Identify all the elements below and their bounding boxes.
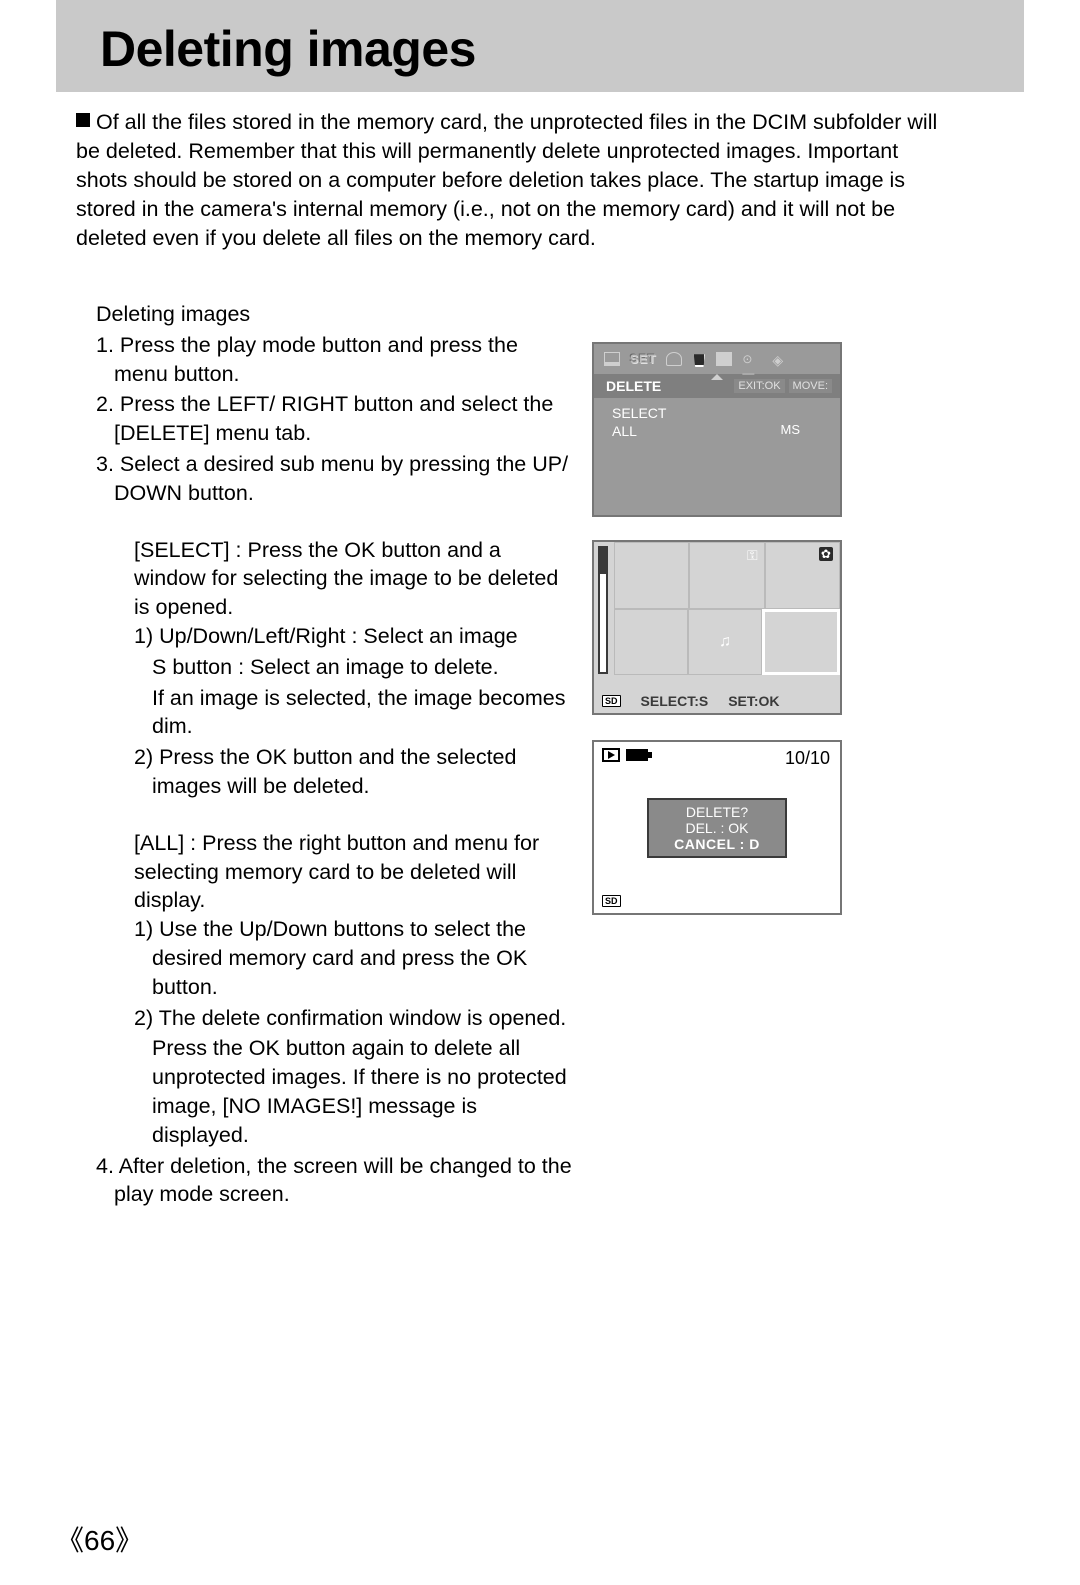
thumb-cell-selected[interactable] <box>762 609 840 676</box>
grid-scrollbar[interactable] <box>598 546 608 674</box>
exit-hint: EXIT:OK <box>734 379 784 393</box>
scrollbar-thumb[interactable] <box>600 548 606 574</box>
steps-heading: Deleting images <box>96 300 576 329</box>
thumbnail-grid: ⚿ ✿ ♫ <box>614 542 840 675</box>
menu-title: DELETE <box>594 378 734 394</box>
select-sub-2: 2) Press the OK button and the selected … <box>96 743 576 801</box>
select-sub-1b: S button : Select an image to delete. <box>96 653 576 682</box>
battery-icon <box>626 749 648 761</box>
thumb-cell[interactable]: ⚿ <box>689 542 764 609</box>
thumb-cell[interactable] <box>614 609 688 676</box>
camera-screen-menu: SET DELETE EXIT:OK MOVE: SELECT ALL MS <box>592 342 842 517</box>
set-hint: SET:OK <box>728 693 779 709</box>
intro-paragraph: Of all the files stored in the memory ca… <box>76 108 946 253</box>
camera-screen-confirm: 10/10 DELETE? DEL. : OK CANCEL : D SD <box>592 740 842 915</box>
portrait-tab-icon <box>666 352 682 366</box>
select-hint: SELECT:S <box>641 693 709 709</box>
sd-card-icon: SD <box>602 895 621 907</box>
status-bar <box>602 748 648 762</box>
step-2: 2. Press the LEFT/ RIGHT button and sele… <box>96 390 576 448</box>
memory-slot-label: MS <box>781 422 801 439</box>
all-sub-2b: Press the OK button again to delete all … <box>96 1034 576 1149</box>
dialog-question: DELETE? <box>649 804 785 820</box>
thumb-cell[interactable]: ♫ <box>688 609 762 676</box>
menu-option-select[interactable]: SELECT <box>612 404 828 422</box>
select-block-label: [SELECT] : Press the OK button and a win… <box>96 536 576 622</box>
select-sub-1c: If an image is selected, the image becom… <box>96 684 576 742</box>
camera-screen-grid: ⚿ ✿ ♫ SD SELECT:S SET:OK <box>592 540 842 715</box>
protect-tab-icon <box>742 352 762 366</box>
dialog-delete-option[interactable]: DEL. : OK <box>649 820 785 836</box>
audio-note-icon: ♫ <box>719 633 731 651</box>
page-title: Deleting images <box>100 20 476 78</box>
step-4: 4. After deletion, the screen will be ch… <box>96 1152 576 1210</box>
image-counter: 10/10 <box>785 748 830 769</box>
delete-tab-icon <box>692 351 706 367</box>
step-1: 1. Press the play mode button and press … <box>96 331 576 389</box>
menu-body: SELECT ALL MS <box>594 398 840 515</box>
set-tab-label: SET <box>630 352 656 366</box>
thumb-cell[interactable]: ✿ <box>765 542 840 609</box>
step-3: 3. Select a desired sub menu by pressing… <box>96 450 576 508</box>
delete-confirm-dialog: DELETE? DEL. : OK CANCEL : D <box>647 798 787 858</box>
all-sub-1: 1) Use the Up/Down buttons to select the… <box>96 915 576 1001</box>
select-sub-1: 1) Up/Down/Left/Right : Select an image <box>96 622 576 651</box>
grid-footer: SD SELECT:S SET:OK <box>594 689 840 713</box>
video-icon: ✿ <box>819 547 833 561</box>
tab-pointer-icon <box>711 374 723 380</box>
play-mode-icon <box>602 748 620 762</box>
all-sub-2: 2) The delete confirmation window is ope… <box>96 1004 576 1033</box>
intro-text: Of all the files stored in the memory ca… <box>76 110 937 250</box>
thumb-cell[interactable] <box>614 542 689 609</box>
copy-tab-icon <box>716 352 732 366</box>
page-number: 《66》 <box>56 1519 143 1559</box>
menu-tab-bar: SET <box>594 344 840 374</box>
sd-card-icon: SD <box>602 695 621 707</box>
slideshow-tab-icon <box>772 352 790 366</box>
dialog-cancel-option[interactable]: CANCEL : D <box>649 836 785 852</box>
print-tab-icon <box>604 352 620 366</box>
all-block-label: [ALL] : Press the right button and menu … <box>96 829 576 915</box>
protect-key-icon: ⚿ <box>747 547 758 564</box>
instructions-column: Deleting images 1. Press the play mode b… <box>96 300 576 1211</box>
bullet-square-icon <box>76 113 90 127</box>
move-hint: MOVE: <box>789 379 832 393</box>
